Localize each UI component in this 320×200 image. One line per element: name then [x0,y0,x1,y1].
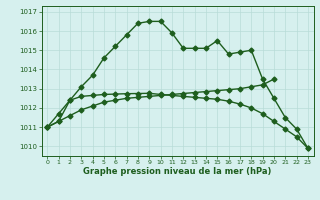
X-axis label: Graphe pression niveau de la mer (hPa): Graphe pression niveau de la mer (hPa) [84,167,272,176]
